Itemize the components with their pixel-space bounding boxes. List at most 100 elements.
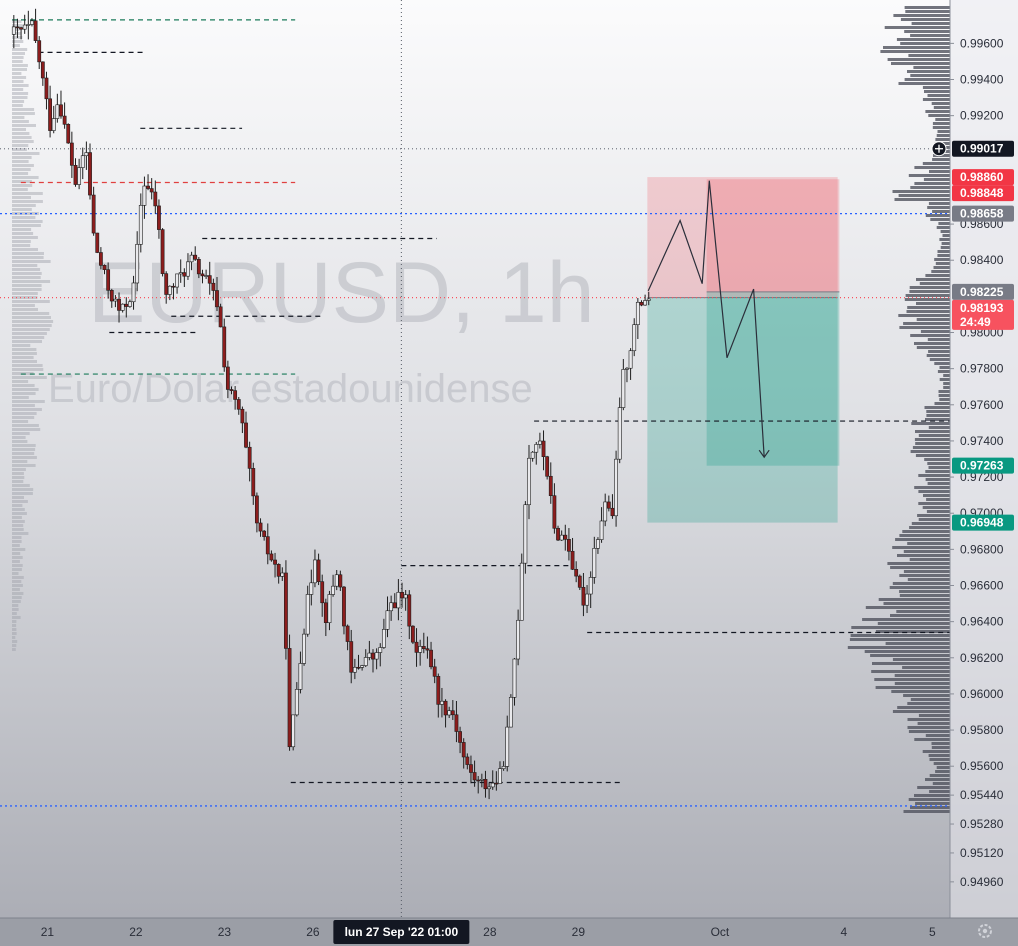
right-profile-bar xyxy=(897,554,950,557)
right-profile-bar xyxy=(898,194,950,197)
candle-body xyxy=(120,303,125,311)
candle-body xyxy=(37,40,42,63)
candle-body xyxy=(363,657,368,666)
right-profile-bar xyxy=(916,318,950,321)
candle-body xyxy=(465,756,470,765)
candle-body xyxy=(186,261,190,277)
left-profile-bar xyxy=(12,164,34,167)
y-tick-label-12: 0.96600 xyxy=(960,578,1004,592)
right-profile-bar xyxy=(923,178,950,181)
candle-body xyxy=(69,142,74,166)
left-profile-bar xyxy=(12,448,36,451)
right-profile-bar xyxy=(922,506,950,509)
candle-body xyxy=(236,399,241,410)
left-profile-bar xyxy=(12,508,25,511)
candle-body xyxy=(44,77,49,100)
projection-polyline[interactable] xyxy=(647,180,765,458)
y-tick-label-6: 0.97800 xyxy=(960,362,1004,376)
candle-body xyxy=(131,282,136,303)
left-profile-bar xyxy=(12,168,31,171)
position-tools[interactable] xyxy=(647,177,840,523)
position-0-stop-zone[interactable] xyxy=(647,177,838,298)
position-0-target-zone[interactable] xyxy=(647,297,838,523)
candle-body xyxy=(11,26,16,35)
price-tag-1 xyxy=(952,169,1014,186)
position-1-target-zone[interactable] xyxy=(706,291,840,466)
chart-icons[interactable] xyxy=(931,141,992,938)
x-tick-label-0: 21 xyxy=(41,925,55,939)
left-profile-bar xyxy=(12,120,29,123)
right-profile-bar xyxy=(892,658,950,661)
candle-body xyxy=(545,456,550,477)
left-profile-bar xyxy=(12,640,18,643)
price-tag-label-2: 0.98848 xyxy=(960,186,1004,200)
right-profile-bar xyxy=(895,538,950,541)
right-profile-bar xyxy=(883,46,950,49)
candle-body xyxy=(284,572,288,649)
candle-body xyxy=(621,369,626,408)
left-profile-bar xyxy=(12,324,52,327)
key-levels[interactable] xyxy=(12,19,950,784)
y-tick-label-2: 0.99200 xyxy=(960,109,1004,123)
left-profile-bar xyxy=(12,220,43,223)
time-axis-bg xyxy=(0,918,1018,946)
candle-body xyxy=(95,232,100,253)
right-profile-bar xyxy=(890,614,950,617)
left-profile-bar xyxy=(12,568,22,571)
candle-body xyxy=(171,285,176,288)
candle-body xyxy=(287,648,292,748)
right-profile-bar xyxy=(936,766,950,769)
candle-body xyxy=(62,115,67,125)
candle-body xyxy=(458,731,462,743)
right-profile-bar xyxy=(887,562,950,565)
right-profile-bar xyxy=(892,190,950,193)
right-profile-bar xyxy=(874,678,950,681)
candle-body xyxy=(527,457,531,506)
right-profile-bar xyxy=(918,474,950,477)
candle-body xyxy=(585,593,589,606)
right-profile-bar xyxy=(938,394,950,397)
candle-body xyxy=(19,27,23,30)
right-profile-bar xyxy=(908,798,950,801)
right-profile-bar xyxy=(940,246,950,249)
right-profile-bar xyxy=(929,790,950,793)
left-profile-bar xyxy=(12,588,20,591)
right-profile-bar xyxy=(932,158,950,161)
left-profile-bar xyxy=(12,352,37,355)
position-1-stop-zone[interactable] xyxy=(706,179,840,292)
right-profile-bar xyxy=(937,130,950,133)
right-profile-bar xyxy=(910,334,950,337)
left-profile-bar xyxy=(12,180,32,183)
candle-body xyxy=(258,522,263,532)
left-profile-bar xyxy=(12,112,35,115)
left-profile-bar xyxy=(12,464,36,467)
projection-path[interactable] xyxy=(647,180,770,459)
right-profile-bar xyxy=(904,298,950,301)
left-profile-bar xyxy=(12,512,27,515)
candle-body xyxy=(646,298,651,301)
right-profile-bar xyxy=(938,222,950,225)
x-tick-label-8: 5 xyxy=(929,925,936,939)
right-profile-bar xyxy=(900,42,950,45)
candle-body xyxy=(411,625,415,643)
left-profile-bar xyxy=(12,144,29,147)
candle-body xyxy=(33,20,38,41)
candle-body xyxy=(396,591,401,609)
candle-body xyxy=(429,649,433,668)
left-profile-bar xyxy=(12,576,24,579)
left-profile-bar xyxy=(12,516,22,519)
right-profile-bar xyxy=(892,710,950,713)
left-profile-bar xyxy=(12,284,42,287)
right-profile-bar xyxy=(920,330,950,333)
gear-icon[interactable] xyxy=(978,924,992,938)
candle-body xyxy=(552,495,557,529)
left-profile-bar xyxy=(12,20,22,23)
right-profile-bar xyxy=(936,226,950,229)
right-profile-bar xyxy=(899,534,950,537)
right-profile-bar xyxy=(907,306,950,309)
y-tick-label-11: 0.96800 xyxy=(960,542,1004,556)
candle-body xyxy=(432,666,437,677)
price-tag-label-6: 0.97263 xyxy=(960,459,1004,473)
